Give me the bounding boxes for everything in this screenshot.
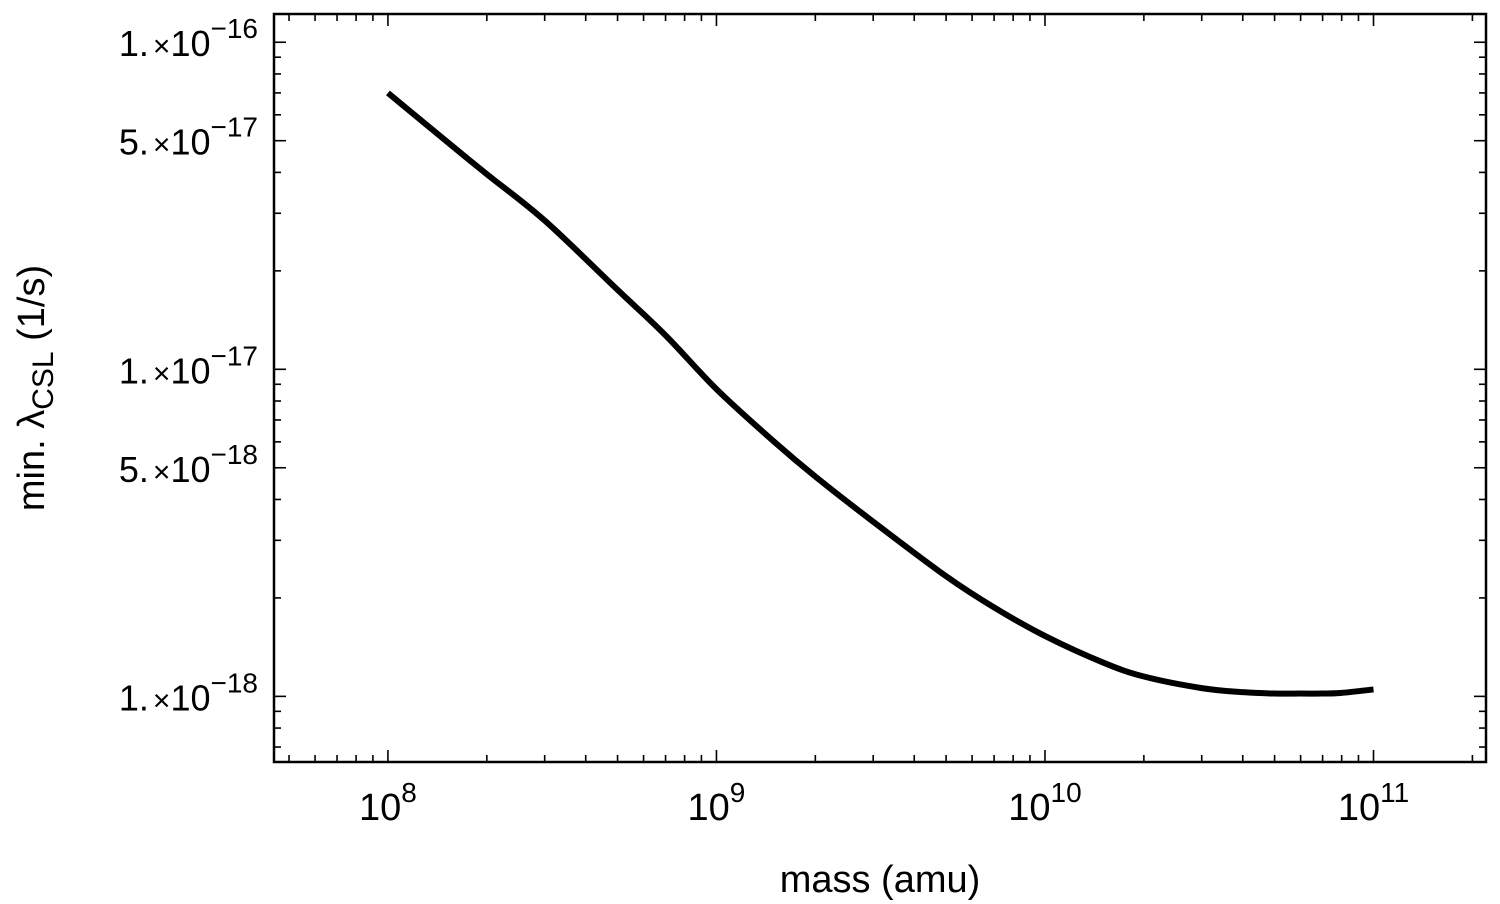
y-tick-times: × <box>153 456 171 489</box>
y-tick-base: 10 <box>170 122 210 163</box>
plot-frame <box>272 12 1488 764</box>
y-tick-base: 10 <box>170 350 210 391</box>
x-tick-exponent: 9 <box>730 777 746 808</box>
y-tick-labels: 1. ×10−165. ×10−171. ×10−175. ×10−181. ×10−18 <box>119 13 258 718</box>
x-tick-label: 1011 <box>1338 777 1409 829</box>
y-tick-times: × <box>153 357 171 390</box>
y-tick-times: × <box>153 30 171 63</box>
y-tick-label: 1. ×10−17 <box>119 340 258 391</box>
x-tick-label: 109 <box>688 777 746 829</box>
y-tick-exponent: −17 <box>211 340 259 371</box>
x-tick-base: 10 <box>359 787 401 829</box>
y-tick-label: 5. ×10−17 <box>119 112 258 163</box>
series-line <box>386 90 1374 697</box>
x-tick-exponent: 11 <box>1380 777 1409 808</box>
y-tick-exponent: −18 <box>211 439 259 470</box>
y-tick-label: 1. ×10−16 <box>119 13 258 64</box>
y-tick-exponent: −18 <box>211 667 259 698</box>
x-tick-label: 1010 <box>1008 777 1081 829</box>
y-tick-times: × <box>153 129 171 162</box>
y-tick-exponent: −17 <box>211 112 259 143</box>
y-tick-mantissa: 1. <box>119 350 149 391</box>
y-tick-label: 1. ×10−18 <box>119 667 258 718</box>
y-tick-exponent: −16 <box>211 13 259 44</box>
axis-ticks <box>274 14 1486 762</box>
x-axis-label: mass (amu) <box>780 859 981 901</box>
x-tick-base: 10 <box>1338 787 1380 829</box>
x-tick-base: 10 <box>688 787 730 829</box>
y-tick-label: 5. ×10−18 <box>119 439 258 490</box>
y-tick-mantissa: 1. <box>119 677 149 718</box>
x-tick-exponent: 10 <box>1051 777 1082 808</box>
plot-area-border <box>272 12 1488 764</box>
y-tick-base: 10 <box>170 449 210 490</box>
y-tick-base: 10 <box>170 23 210 64</box>
y-tick-times: × <box>153 684 171 717</box>
series-layer <box>386 90 1374 697</box>
y-tick-mantissa: 5. <box>119 122 149 163</box>
y-tick-mantissa: 5. <box>119 449 149 490</box>
x-tick-exponent: 8 <box>401 777 417 808</box>
x-tick-labels: 108 109 1010 1011 <box>359 777 1409 829</box>
x-tick-label: 108 <box>359 777 417 829</box>
y-tick-base: 10 <box>170 677 210 718</box>
x-tick-base: 10 <box>1008 787 1050 829</box>
y-tick-mantissa: 1. <box>119 23 149 64</box>
y-axis-label: min. λCSL (1/s) <box>11 265 60 511</box>
